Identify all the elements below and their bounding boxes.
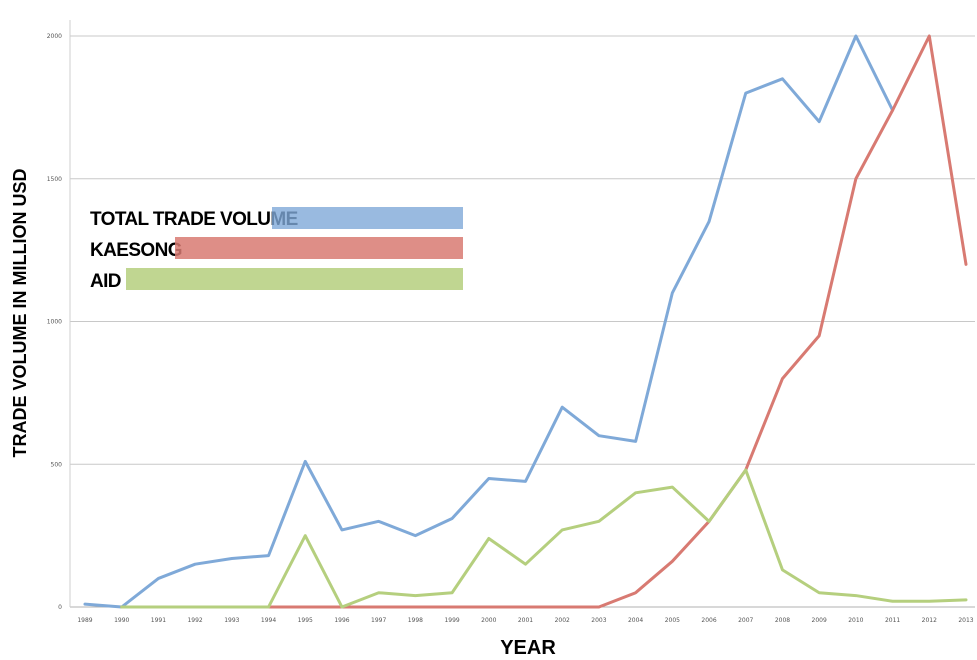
y-tick-label: 0 (58, 604, 62, 611)
x-tick-label: 2013 (958, 617, 973, 624)
x-tick-label: 1990 (114, 617, 129, 624)
x-tick-label: 2003 (591, 617, 606, 624)
x-tick-label: 1994 (261, 617, 276, 624)
x-tick-label: 1997 (371, 617, 386, 624)
x-tick-label: 1989 (77, 617, 92, 624)
x-tick-label: 2000 (481, 617, 496, 624)
x-tick-labels: 1989 1990 1991 1992 1993 1994 1995 1996 1997 1998… (77, 617, 973, 624)
y-tick-labels: 0 500 1000 1500 2000 (47, 33, 62, 611)
x-tick-label: 2008 (775, 617, 790, 624)
x-tick-label: 1991 (151, 617, 166, 624)
x-tick-label: 2002 (555, 617, 570, 624)
legend-label-total: TOTAL TRADE VOLUME (90, 209, 298, 230)
x-tick-label: 1999 (444, 617, 459, 624)
grid-lines (70, 35, 975, 465)
y-tick-label: 1500 (47, 176, 62, 183)
legend-swatch-total (272, 207, 463, 229)
x-tick-label: 2012 (922, 617, 937, 624)
x-tick-label: 1993 (224, 617, 239, 624)
legend: TOTAL TRADE VOLUME KAESONG AID (90, 207, 463, 292)
x-tick-label: 2004 (628, 617, 643, 624)
legend-swatch-aid (126, 268, 463, 290)
x-axis-title: YEAR (500, 637, 556, 659)
y-tick-label: 500 (51, 461, 63, 468)
x-tick-label: 2005 (665, 617, 680, 624)
x-tick-label: 2001 (518, 617, 533, 624)
series-line-total-trade-volume (83, 34, 895, 609)
x-tick-label: 2007 (738, 617, 753, 624)
x-tick-label: 1992 (187, 617, 202, 624)
y-tick-label: 1000 (47, 319, 62, 326)
y-tick-label: 2000 (47, 33, 62, 40)
series-line-aid (120, 468, 968, 609)
x-tick-label: 2010 (848, 617, 863, 624)
x-tick-label: 2011 (885, 617, 900, 624)
x-tick-label: 2006 (701, 617, 716, 624)
y-axis-title: TRADE VOLUME IN MILLION USD (10, 169, 30, 458)
x-tick-label: 1996 (334, 617, 349, 624)
legend-label-aid: AID (90, 271, 121, 292)
x-tick-label: 1998 (408, 617, 423, 624)
series-lines (83, 34, 968, 609)
x-tick-label: 1995 (298, 617, 313, 624)
legend-label-kaesong: KAESONG (90, 240, 182, 261)
legend-swatch-kaesong (175, 237, 463, 259)
x-tick-label: 2009 (812, 617, 827, 624)
